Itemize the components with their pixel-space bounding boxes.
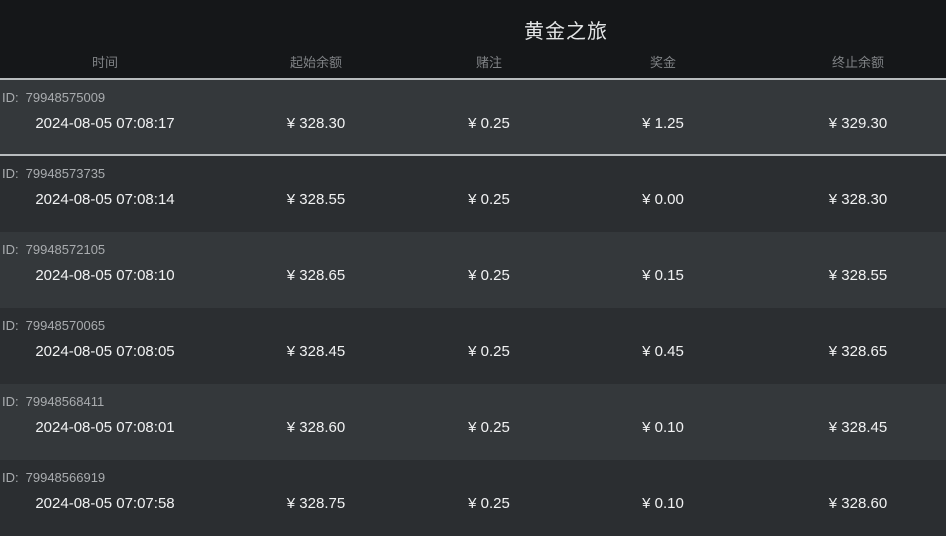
round-values-line: 2024-08-05 07:08:01 ¥ 328.60 ¥ 0.25 ¥ 0.…	[0, 419, 946, 436]
round-id-value: 79948575009	[25, 90, 106, 105]
round-time: 2024-08-05 07:07:58	[35, 495, 175, 512]
round-values-line: 2024-08-05 07:08:05 ¥ 328.45 ¥ 0.25 ¥ 0.…	[0, 343, 946, 360]
table-row: ID: 79948573735 2024-08-05 07:08:14 ¥ 328…	[0, 156, 946, 232]
round-end-balance: ¥ 328.60	[828, 495, 888, 512]
table-row: ID: 79948566919 2024-08-05 07:07:58 ¥ 328…	[0, 460, 946, 536]
column-header-prize: 奖金	[649, 55, 676, 70]
round-values-line: 2024-08-05 07:07:58 ¥ 328.75 ¥ 0.25 ¥ 0.…	[0, 495, 946, 512]
round-id-value: 79948573735	[25, 166, 106, 181]
round-id-line: ID: 79948570065	[0, 318, 946, 334]
column-header-bet: 赌注	[475, 55, 502, 70]
round-bet: ¥ 0.25	[468, 191, 510, 208]
table-row: ID: 79948575009 2024-08-05 07:08:17 ¥ 328…	[0, 80, 946, 156]
round-id-line: ID: 79948566919	[0, 470, 946, 486]
round-id-label: ID:	[2, 90, 19, 105]
round-id-line: ID: 79948568411	[0, 394, 946, 410]
round-start-balance: ¥ 328.30	[286, 115, 346, 132]
round-prize: ¥ 1.25	[642, 115, 684, 132]
round-bet: ¥ 0.25	[468, 419, 510, 436]
round-prize: ¥ 0.15	[642, 267, 684, 284]
round-time: 2024-08-05 07:08:14	[35, 191, 175, 208]
round-bet: ¥ 0.25	[468, 495, 510, 512]
round-bet: ¥ 0.25	[468, 115, 510, 132]
round-time: 2024-08-05 07:08:01	[35, 419, 175, 436]
round-id-label: ID:	[2, 394, 19, 409]
round-id-value: 79948568411	[25, 394, 105, 409]
round-id-value: 79948566919	[25, 470, 106, 485]
round-id-line: ID: 79948573735	[0, 166, 946, 182]
round-prize: ¥ 0.45	[642, 343, 684, 360]
round-end-balance: ¥ 328.45	[828, 419, 888, 436]
table-row: ID: 79948572105 2024-08-05 07:08:10 ¥ 328…	[0, 232, 946, 308]
table-row: ID: 79948568411 2024-08-05 07:08:01 ¥ 328…	[0, 384, 946, 460]
round-id-label: ID:	[2, 166, 19, 181]
round-id-label: ID:	[2, 242, 19, 257]
round-start-balance: ¥ 328.75	[286, 495, 346, 512]
round-bet: ¥ 0.25	[468, 343, 510, 360]
history-rows: ID: 79948575009 2024-08-05 07:08:17 ¥ 328…	[0, 80, 946, 536]
round-id-label: ID:	[2, 470, 19, 485]
round-end-balance: ¥ 328.30	[828, 191, 888, 208]
round-values-line: 2024-08-05 07:08:14 ¥ 328.55 ¥ 0.25 ¥ 0.…	[0, 191, 946, 208]
round-end-balance: ¥ 328.65	[828, 343, 888, 360]
game-title: 黄金之旅	[524, 21, 608, 43]
round-start-balance: ¥ 328.45	[286, 343, 346, 360]
column-header-end-balance: 终止余额	[831, 55, 884, 70]
round-start-balance: ¥ 328.60	[286, 419, 346, 436]
round-values-line: 2024-08-05 07:08:10 ¥ 328.65 ¥ 0.25 ¥ 0.…	[0, 267, 946, 284]
round-prize: ¥ 0.10	[642, 495, 684, 512]
round-id-value: 79948572105	[25, 242, 106, 257]
round-end-balance: ¥ 328.55	[828, 267, 888, 284]
round-id-label: ID:	[2, 318, 19, 333]
round-time: 2024-08-05 07:08:17	[35, 115, 175, 132]
round-values-line: 2024-08-05 07:08:17 ¥ 328.30 ¥ 0.25 ¥ 1.…	[0, 115, 946, 132]
table-row: ID: 79948570065 2024-08-05 07:08:05 ¥ 328…	[0, 308, 946, 384]
history-header: 黄金之旅 时间 起始余额 赌注 奖金 终止余额	[0, 0, 946, 80]
round-prize: ¥ 0.10	[642, 419, 684, 436]
round-time: 2024-08-05 07:08:10	[35, 267, 175, 284]
round-id-line: ID: 79948572105	[0, 242, 946, 258]
round-prize: ¥ 0.00	[642, 191, 684, 208]
round-end-balance: ¥ 329.30	[828, 115, 888, 132]
round-bet: ¥ 0.25	[468, 267, 510, 284]
round-id-line: ID: 79948575009	[0, 90, 946, 106]
round-start-balance: ¥ 328.55	[286, 191, 346, 208]
round-id-value: 79948570065	[25, 318, 106, 333]
column-header-start-balance: 起始余额	[289, 55, 342, 70]
column-header-row: 时间 起始余额 赌注 奖金 终止余额	[0, 52, 946, 71]
round-time: 2024-08-05 07:08:05	[35, 343, 175, 360]
round-start-balance: ¥ 328.65	[286, 267, 346, 284]
column-header-time: 时间	[91, 55, 118, 70]
